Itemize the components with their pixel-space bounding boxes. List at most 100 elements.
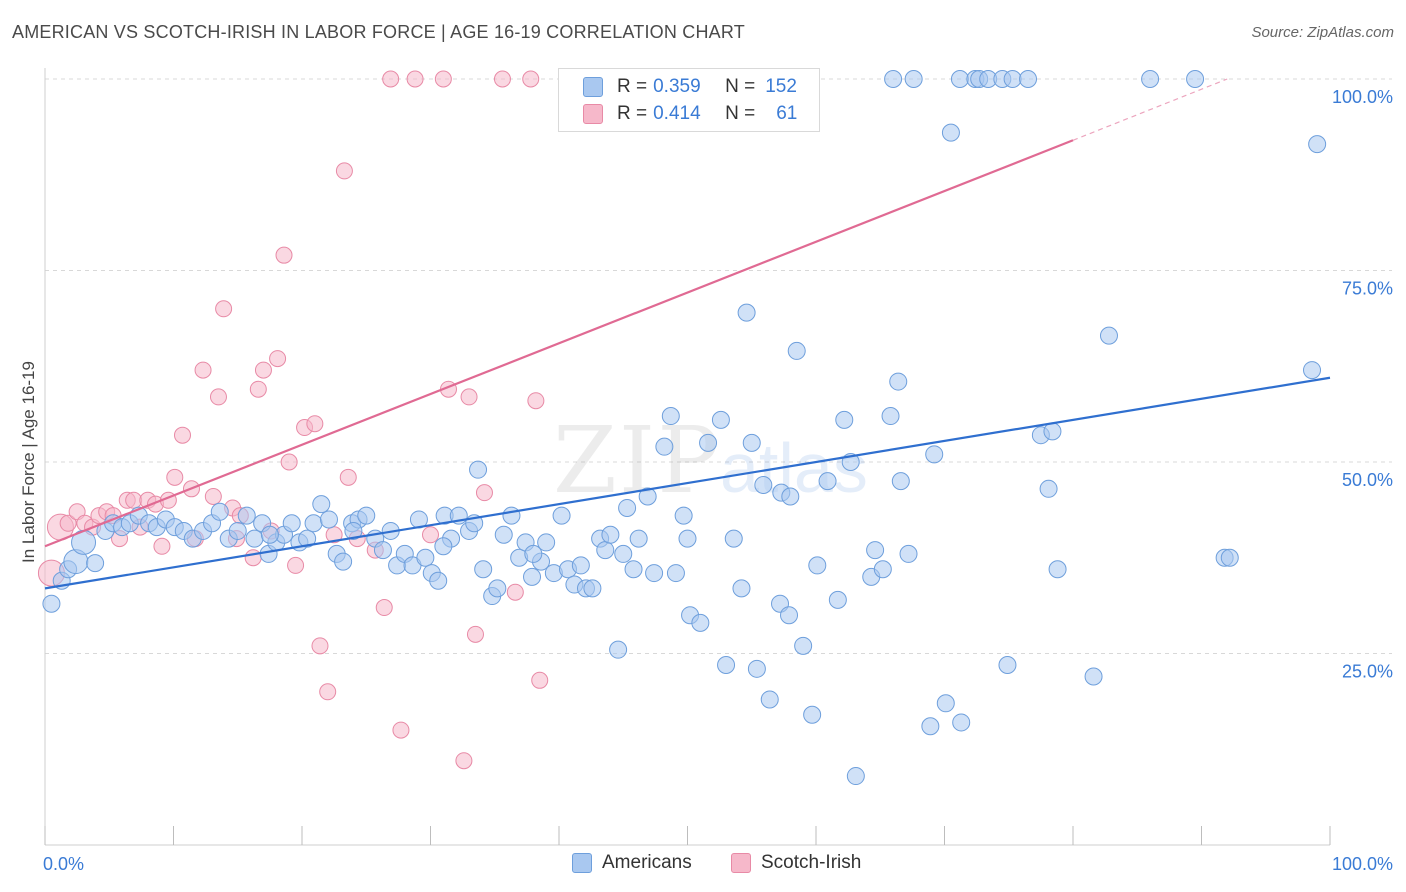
x-tick-label: 0.0% — [43, 854, 84, 874]
americans-point — [737, 303, 756, 322]
americans-point — [583, 579, 602, 598]
americans-point — [614, 544, 633, 563]
y-tick-label: 25.0% — [1342, 662, 1393, 682]
americans-point — [86, 554, 105, 573]
scotch-irish-point — [311, 637, 329, 655]
americans-point — [747, 659, 766, 678]
americans-point — [596, 541, 615, 560]
americans-point — [319, 510, 338, 529]
legend-item-scotch-irish[interactable]: Scotch-Irish — [731, 852, 861, 874]
scotch-irish-point — [434, 70, 452, 88]
scotch-irish-point — [287, 556, 305, 574]
legend-n-label: N = — [725, 76, 756, 97]
chart-title: AMERICAN VS SCOTCH-IRISH IN LABOR FORCE … — [12, 22, 745, 42]
americans-point — [742, 433, 761, 452]
americans-point — [794, 636, 813, 655]
americans-point — [1220, 548, 1239, 567]
americans-point — [571, 556, 590, 575]
americans-point — [925, 445, 944, 464]
correlation-legend: R = 0.359 N = 152 R = 0.414 N = 61 — [558, 68, 820, 132]
scotch-irish-points — [37, 70, 549, 770]
americans-point — [298, 529, 317, 548]
americans-point — [373, 541, 392, 560]
legend-swatch-americans — [583, 77, 603, 97]
americans-point — [524, 544, 543, 563]
americans-point — [803, 705, 822, 724]
americans-point — [624, 560, 643, 579]
americans-point — [1308, 135, 1327, 154]
americans-point — [237, 506, 256, 525]
legend-label-scotch-irish: Scotch-Irish — [761, 852, 862, 873]
americans-point — [502, 506, 521, 525]
legend-r-value: 0.414 — [653, 103, 701, 124]
americans-point — [891, 472, 910, 491]
scotch-irish-point — [269, 350, 287, 368]
americans-point — [638, 487, 657, 506]
americans-point — [1043, 422, 1062, 441]
americans-point — [732, 579, 751, 598]
americans-point — [691, 613, 710, 632]
legend-n-value: 61 — [776, 103, 798, 124]
scotch-irish-point — [339, 468, 357, 486]
americans-point — [1003, 70, 1022, 88]
americans-point — [312, 495, 331, 514]
americans-point — [661, 407, 680, 426]
scotch-irish-point — [280, 453, 298, 471]
americans-point — [334, 552, 353, 571]
americans-point — [899, 544, 918, 563]
scotch-irish-point — [194, 361, 212, 379]
americans-point — [245, 529, 264, 548]
americans-trendline — [44, 376, 1331, 590]
americans-point — [666, 564, 685, 583]
scotch-irish-point — [244, 549, 262, 567]
legend-n-value: 152 — [765, 76, 797, 97]
watermark-zip: ZIP — [553, 407, 721, 514]
watermark: ZIP atlas — [553, 407, 868, 514]
americans-point — [552, 506, 571, 525]
scotch-irish-point — [422, 526, 439, 544]
americans-point — [304, 514, 323, 533]
americans-point — [808, 556, 827, 575]
americans-point — [1048, 560, 1067, 579]
scotch-irish-trendline-extension — [1072, 78, 1228, 141]
americans-point — [1186, 70, 1205, 88]
chart-source: Source: ZipAtlas.com — [1251, 24, 1394, 41]
scotch-irish-point — [466, 625, 484, 643]
scotch-irish-point — [209, 388, 227, 406]
scotch-irish-point — [527, 392, 545, 410]
americans-point — [950, 70, 969, 88]
americans-point — [835, 410, 854, 429]
scotch-irish-point — [335, 162, 353, 180]
scotch-irish-point — [375, 599, 393, 617]
americans-point — [618, 498, 637, 517]
americans-point — [645, 564, 664, 583]
y-tick-label: 50.0% — [1342, 470, 1393, 490]
legend-item-americans[interactable]: Americans — [572, 852, 692, 874]
americans-point — [818, 472, 837, 491]
legend-swatch-scotch-irish — [583, 104, 603, 124]
x-tick-label: 100.0% — [1332, 854, 1393, 874]
americans-point — [474, 560, 493, 579]
scotch-irish-point — [460, 388, 478, 406]
americans-point — [884, 70, 903, 88]
americans-point — [601, 525, 620, 544]
americans-point — [416, 548, 435, 567]
americans-point — [936, 694, 955, 713]
scotch-irish-point — [249, 380, 267, 398]
scotch-irish-point — [173, 426, 191, 444]
y-axis-label: In Labor Force | Age 16-19 — [19, 361, 38, 563]
americans-point — [828, 590, 847, 609]
americans-point — [434, 537, 453, 556]
label-layer: 25.0% 50.0% 75.0% 100.0% 0.0% 100.0% In Labor … — [19, 87, 1393, 874]
scotch-irish-point — [204, 487, 222, 505]
americans-point — [609, 640, 628, 659]
americans-point — [724, 529, 743, 548]
americans-point — [904, 70, 923, 88]
americans-point — [699, 433, 718, 452]
legend-r-value: 0.359 — [653, 76, 701, 97]
americans-point — [228, 521, 247, 540]
scotch-irish-point — [59, 514, 77, 532]
americans-point — [629, 529, 648, 548]
scotch-irish-point — [166, 468, 184, 486]
